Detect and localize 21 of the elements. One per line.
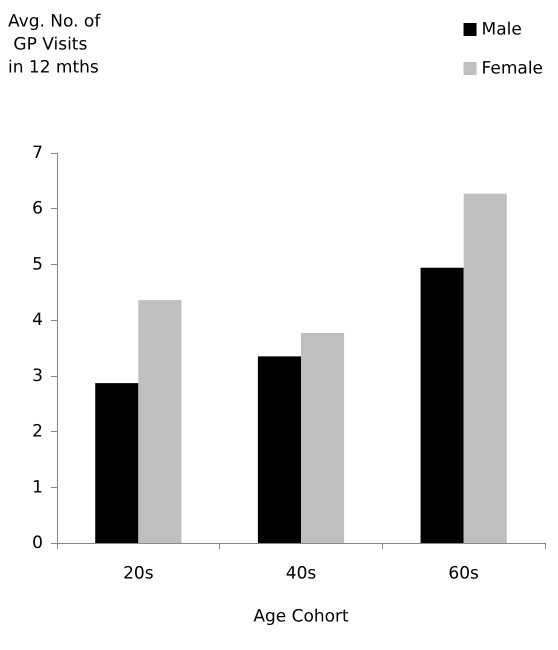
x-tick-label: 60s [448, 564, 480, 584]
y-tick-label: 4 [32, 310, 43, 330]
bar [258, 356, 301, 543]
y-tick-label: 3 [32, 366, 43, 386]
x-tick-label: 40s [286, 564, 316, 584]
bar [301, 332, 344, 543]
bar [420, 268, 464, 543]
y-tick-label: 2 [32, 422, 43, 442]
bar [95, 383, 138, 543]
y-tick-label: 6 [32, 198, 43, 219]
y-tick-label: 7 [32, 143, 43, 163]
bar [138, 300, 182, 543]
x-tick-label: 20s [123, 564, 154, 584]
bar [464, 194, 507, 543]
legend-label: Male [482, 20, 522, 40]
legend-label: Female [482, 58, 543, 78]
y-tick-label: 0 [32, 533, 43, 553]
y-tick-label: 5 [32, 254, 43, 274]
x-axis-title: Age Cohort [253, 606, 350, 626]
y-tick-label: 1 [32, 477, 43, 498]
y-axis-title: Avg. No. of GP Visits in 12 mths [8, 12, 102, 78]
